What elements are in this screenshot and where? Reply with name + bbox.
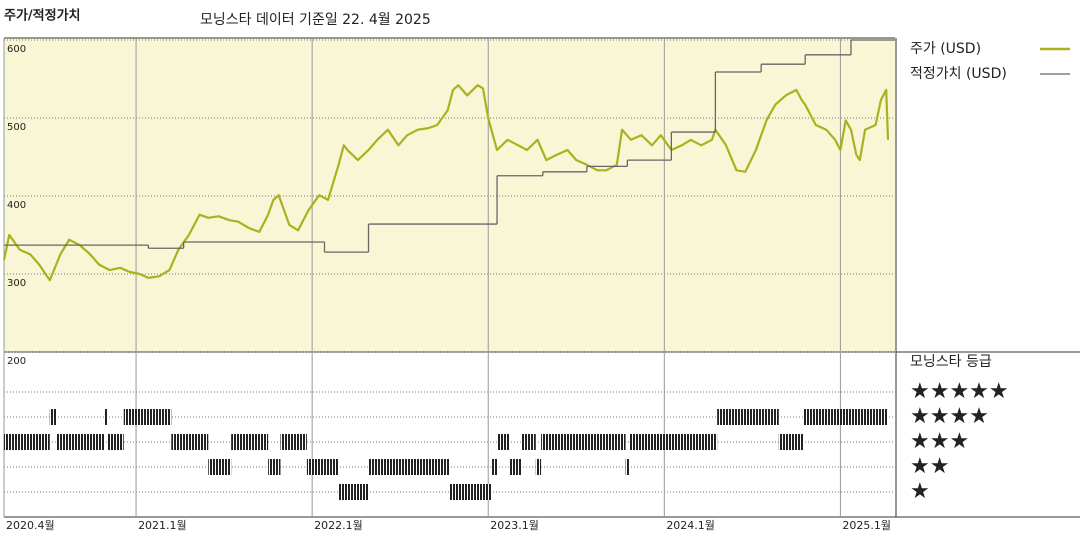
rating-label: ★★★★ <box>910 404 989 429</box>
rating-bar <box>717 409 779 425</box>
rating-bar <box>56 434 105 450</box>
rating-bar <box>123 409 172 425</box>
x-tick-label: 2021.1월 <box>138 519 187 532</box>
rating-bar <box>541 434 626 450</box>
rating-bar <box>803 409 888 425</box>
legend-label: 적정가치 (USD) <box>910 66 1007 82</box>
rating-bar <box>521 434 536 450</box>
y-tick-label: 400 <box>7 200 26 211</box>
rating-bar <box>107 434 124 450</box>
x-tick-label: 2025.1월 <box>842 519 891 532</box>
rating-bar <box>268 459 281 475</box>
rating-label: ★★ <box>910 454 949 479</box>
rating-bar <box>491 459 498 475</box>
rating-label: ★ <box>910 479 930 504</box>
x-tick-label: 2022.1월 <box>314 519 363 532</box>
rating-label: ★★★★★ <box>910 379 1009 404</box>
rating-bar <box>497 434 510 450</box>
rating-title: 모닝스타 등급 <box>910 354 992 370</box>
chart-subtitle: 모닝스타 데이터 기준일 22. 4월 2025 <box>200 12 431 28</box>
plot-background <box>4 38 895 352</box>
rating-bar <box>231 434 269 450</box>
rating-bar <box>449 484 492 500</box>
rating-bar <box>306 459 339 475</box>
rating-bar <box>49 409 57 425</box>
y-tick-label: 200 <box>7 356 26 367</box>
x-tick-label: 2020.4월 <box>6 519 55 532</box>
rating-bar <box>208 459 232 475</box>
y-tick-label: 500 <box>7 122 26 133</box>
price-line <box>2 84 890 282</box>
rating-bar <box>509 459 522 475</box>
y-tick-label: 600 <box>7 44 26 55</box>
rating-bar <box>778 434 804 450</box>
legend-label: 주가 (USD) <box>910 41 981 57</box>
x-tick-label: 2024.1월 <box>666 519 715 532</box>
rating-label: ★★★ <box>910 429 969 454</box>
chart-title: 주가/적정가치 <box>4 8 81 24</box>
rating-bar <box>368 459 450 475</box>
rating-bar <box>629 434 718 450</box>
x-tick-label: 2023.1월 <box>490 519 539 532</box>
rating-bar <box>4 434 50 450</box>
rating-bar <box>171 434 209 450</box>
y-tick-label: 300 <box>7 278 26 289</box>
rating-bar <box>280 434 307 450</box>
rating-bar <box>338 484 369 500</box>
rating-bar <box>625 459 630 475</box>
rating-bar <box>535 459 542 475</box>
rating-bar <box>104 409 108 425</box>
